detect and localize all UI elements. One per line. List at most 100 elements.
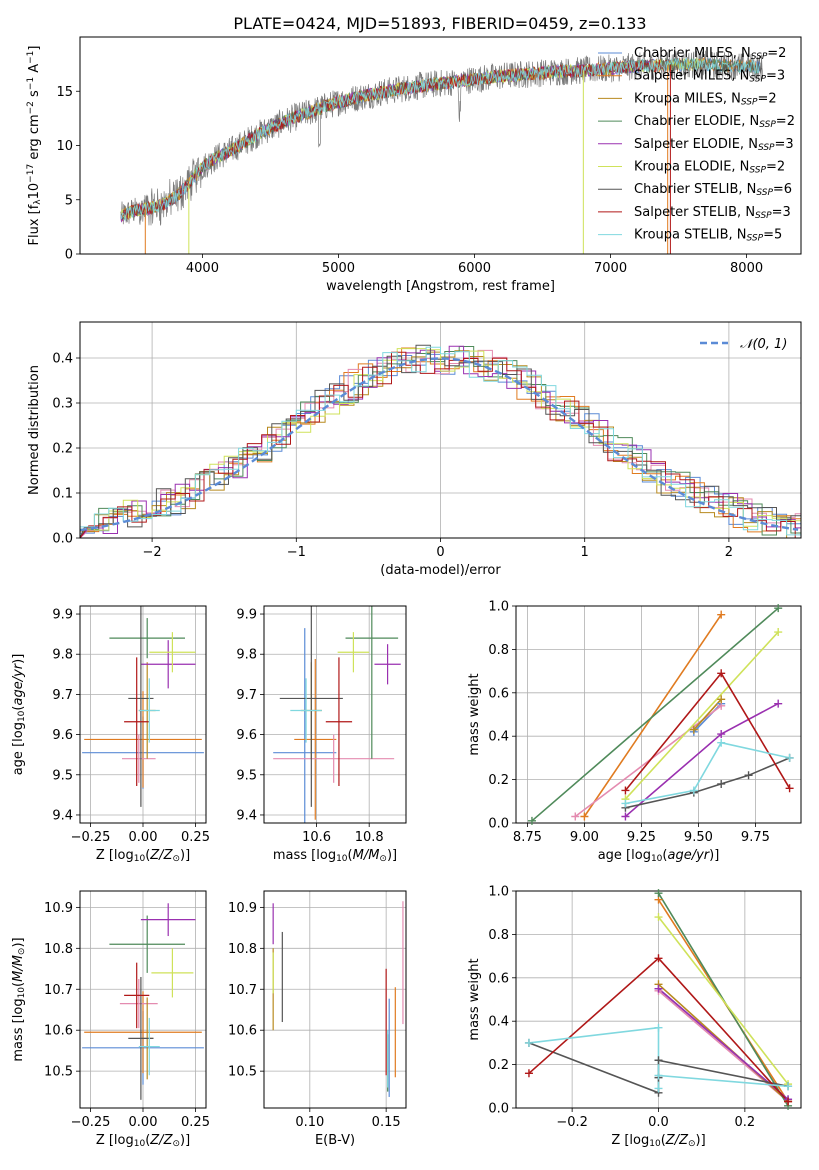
legend-label-2: Kroupa MILES, NSSP=2 <box>634 91 777 107</box>
tick-label-y: 9.7 <box>52 688 73 703</box>
tick-label-y: 9.4 <box>236 808 257 823</box>
weight-marker-9 <box>717 738 726 747</box>
tick-label-y: 9.8 <box>236 648 257 663</box>
tick-label-y: 9.8 <box>52 648 73 663</box>
tick-label-y: 10 <box>56 139 73 154</box>
weight-marker-9 <box>654 1023 663 1032</box>
weight-marker-6 <box>654 913 663 922</box>
weight-line-2 <box>657 990 789 1103</box>
tick-label-x: 6000 <box>458 261 491 276</box>
tick-label-y: 9.9 <box>52 608 73 623</box>
weight-marker-7 <box>717 779 726 788</box>
tick-label-x: 9.00 <box>570 830 599 845</box>
tick-label-y: 0.3 <box>52 397 73 412</box>
weight-marker-8 <box>785 784 794 793</box>
tick-label-x: 0.0 <box>648 1115 669 1130</box>
tick-label-y: 9.9 <box>236 608 257 623</box>
weight-line-2 <box>574 705 722 818</box>
weight-marker-4 <box>654 889 663 898</box>
x-axis-label: (data-model)/error <box>380 563 501 578</box>
weight-line-6 <box>657 916 789 1085</box>
tick-label-y: 10.8 <box>228 942 257 957</box>
tick-label-x: 0.2 <box>735 1115 756 1130</box>
weight-marker-4 <box>774 604 783 613</box>
weight-marker-7 <box>744 771 753 780</box>
panel-z-age: −0.25 0.00 0.25 9.4 9.5 9.6 9.7 9.8 9.9 Z [log10(… <box>11 605 210 864</box>
axes-frame <box>263 605 407 824</box>
weight-marker-7 <box>654 1056 663 1065</box>
tick-label-y: 0.8 <box>488 643 509 658</box>
histogram-8 <box>80 351 801 538</box>
y-axis-label: mass weight <box>467 958 482 1040</box>
weight-marker-9 <box>621 799 630 808</box>
tick-label-y: 9.7 <box>236 688 257 703</box>
tick-label-y: 9.4 <box>52 808 73 823</box>
tick-label-x: −2 <box>143 545 162 560</box>
tick-label-x: 0.25 <box>181 830 210 845</box>
spectrum-legend: Chabrier MILES, NSSP=2 Salpeter MILES, NS… <box>598 46 795 244</box>
tick-label-y: 10.7 <box>228 983 257 998</box>
tick-label-y: 9.6 <box>236 728 257 743</box>
weight-marker-1 <box>580 812 589 821</box>
legend-label-4: Salpeter ELODIE, NSSP=3 <box>634 137 794 153</box>
tick-label-x: 0.10 <box>295 1115 324 1130</box>
tick-label-y: 5 <box>65 193 73 208</box>
x-axis-label: mass [log10(M/M⊙)] <box>273 848 397 864</box>
tick-label-y: 0.4 <box>52 352 73 367</box>
tick-label-y: 10.9 <box>228 901 257 916</box>
weight-marker-1 <box>717 610 726 619</box>
x-axis-label: wavelength [Angstrom, rest frame] <box>326 279 555 294</box>
plot-area-z-age <box>82 606 204 807</box>
legend-label-8: Kroupa STELIB, NSSP=5 <box>634 228 782 244</box>
tick-label-y: 0.4 <box>488 730 509 745</box>
weight-line-6 <box>624 631 779 800</box>
tick-label-y: 15 <box>56 85 73 100</box>
tick-label-y: 0.0 <box>52 532 73 547</box>
tick-label-y: 9.6 <box>52 728 73 743</box>
tick-label-y: 10.9 <box>44 901 73 916</box>
tick-label-y: 10.6 <box>44 1024 73 1039</box>
weight-marker-8 <box>621 786 630 795</box>
panel-ebv-mass: 0.10 0.15 10.5 10.6 10.7 10.8 10.9 E(B-V) <box>228 890 407 1148</box>
weight-marker-5 <box>774 699 783 708</box>
panel-age-massweight: 8.75 9.00 9.25 9.50 9.75 0.0 0.2 0.4 0.6 0.8 1.0 ag… <box>467 600 802 864</box>
plot-area-residuals <box>80 344 801 538</box>
weight-marker-8 <box>717 669 726 678</box>
weight-marker-5 <box>717 730 726 739</box>
tick-label-y: 10.6 <box>228 1024 257 1039</box>
tick-label-y: 0.2 <box>488 1058 509 1073</box>
tick-label-x: 4000 <box>186 261 219 276</box>
tick-label-x: 0.25 <box>181 1115 210 1130</box>
tick-label-y: 0.2 <box>488 773 509 788</box>
plot-area-z-mass <box>82 903 204 1100</box>
weight-marker-8 <box>524 1069 533 1078</box>
tick-label-x: 0.15 <box>372 1115 401 1130</box>
y-axis-label: mass weight <box>467 673 482 755</box>
tick-label-y: 9.5 <box>236 768 257 783</box>
x-axis-label: age [log10(age/yr)] <box>598 848 720 864</box>
axes-frame <box>515 605 802 824</box>
weight-line-9 <box>528 1026 789 1089</box>
plot-area-ebv-mass <box>272 901 404 1097</box>
weight-marker-8 <box>654 954 663 963</box>
x-axis-label: Z [log10(Z/Z⊙)] <box>611 1133 705 1149</box>
legend-label-3: Chabrier ELODIE, NSSP=2 <box>634 114 795 130</box>
tick-label-y: 0.6 <box>488 686 509 701</box>
legend-label-6: Chabrier STELIB, NSSP=6 <box>634 182 792 198</box>
tick-label-y: 1.0 <box>488 600 509 615</box>
x-axis-label: E(B-V) <box>315 1133 355 1148</box>
tick-label-y: 0 <box>65 248 73 263</box>
panel-spectrum: 4000 5000 6000 7000 8000 0 5 10 15 wavelength [An… <box>26 36 802 294</box>
tick-label-y: 0.0 <box>488 817 509 832</box>
weight-marker-2 <box>571 812 580 821</box>
weight-marker-5 <box>654 984 663 993</box>
weight-line-3 <box>693 698 722 731</box>
panel-mass-age: 10.6 10.8 9.4 9.5 9.6 9.7 9.8 9.9 mass [log10(M/… <box>236 605 407 864</box>
tick-label-y: 10.8 <box>44 942 73 957</box>
weight-marker-9 <box>654 1071 663 1080</box>
tick-label-y: 0.8 <box>488 928 509 943</box>
tick-label-x: 8.75 <box>513 830 542 845</box>
weight-marker-6 <box>774 628 783 637</box>
plot-area-mass-age <box>273 606 401 823</box>
